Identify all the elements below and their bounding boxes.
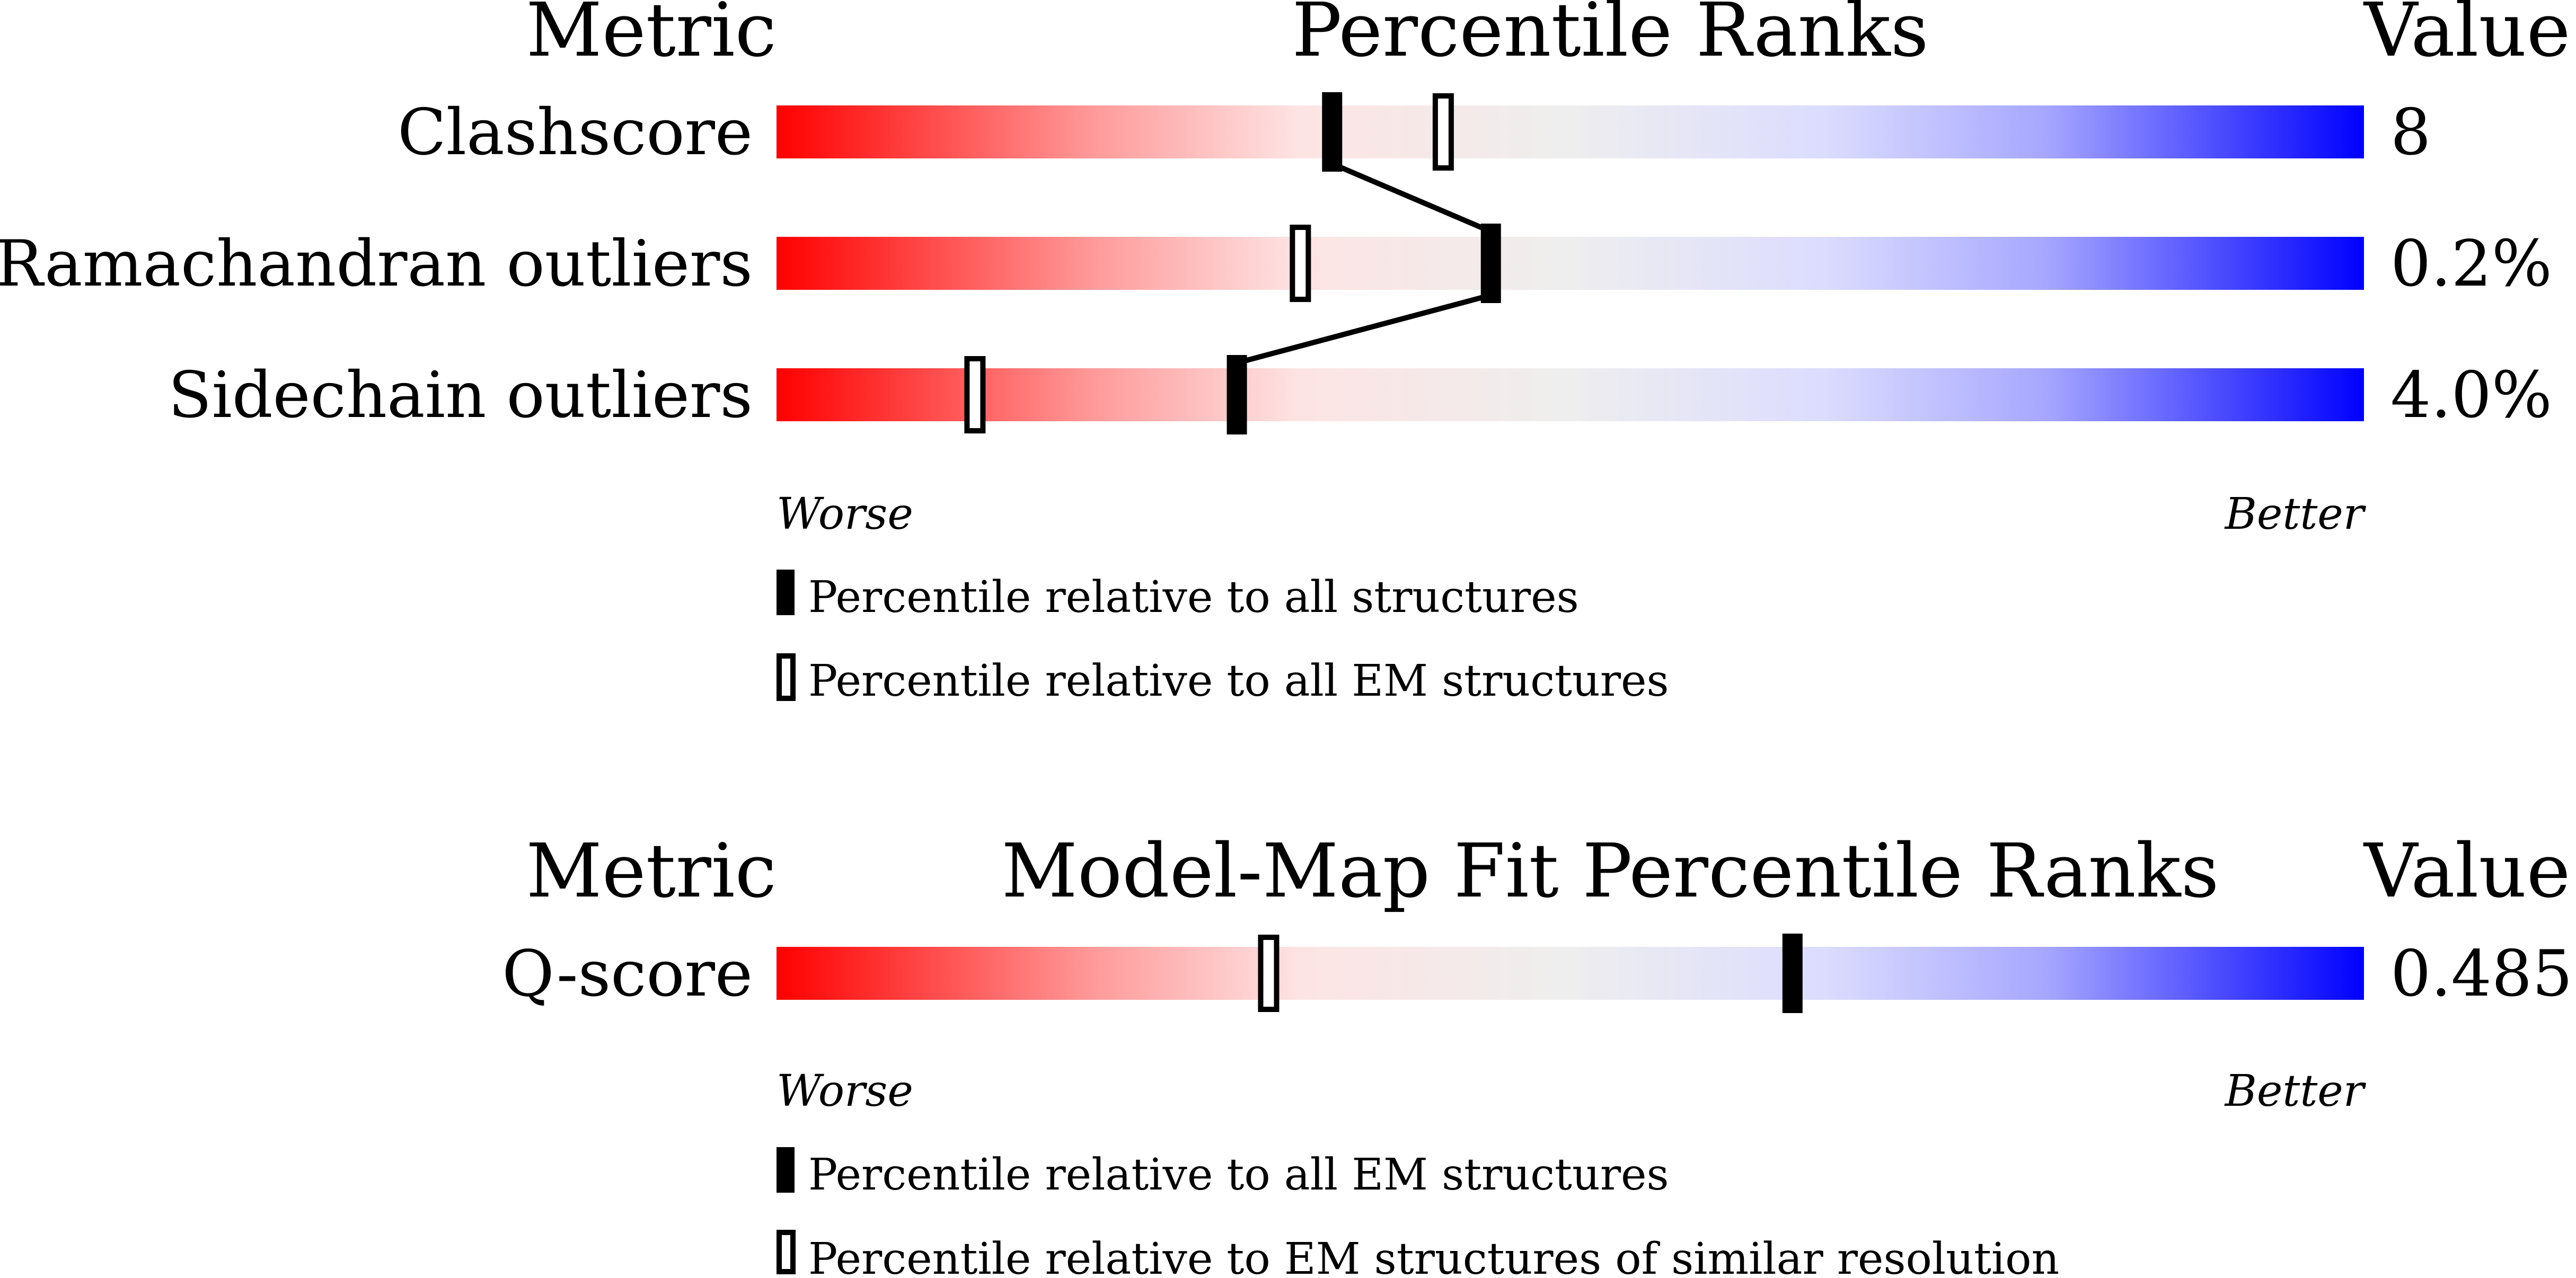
legend-open-marker — [777, 653, 796, 701]
clashscore-label: Clashscore — [398, 96, 753, 170]
ramachandran-outliers-em-marker — [1290, 225, 1311, 302]
ramachandran-outliers-value: 0.2% — [2390, 227, 2552, 301]
legend: Percentile relative to all EM structures… — [777, 1147, 2059, 1278]
value-header: Value — [2363, 0, 2571, 74]
axis-worse-label: Worse — [777, 489, 913, 539]
sidechain-outliers-all-marker — [1227, 355, 1247, 434]
legend-filled-marker — [777, 570, 795, 615]
metric-header: Metric — [526, 828, 777, 915]
fit-panel: Metric Model-Map Fit Percentile Ranks Va… — [502, 828, 2572, 1278]
geometry-panel: Metric Percentile Ranks Value Clashscore… — [0, 0, 2571, 706]
legend: Percentile relative to all structures Pe… — [777, 570, 1669, 706]
axis-better-label: Better — [2224, 1066, 2367, 1116]
q-score-em-marker — [1258, 935, 1280, 1012]
clashscore-percentile-bar — [777, 105, 2364, 158]
ramachandran-outliers-all-marker — [1480, 224, 1501, 303]
q-score-value: 0.485 — [2390, 937, 2573, 1011]
geometry-bars: Clashscore 8 Ramachandran outliers 0.2% Side… — [0, 92, 2552, 434]
legend-filled-marker — [777, 1147, 795, 1193]
axis-worse-label: Worse — [777, 1066, 913, 1116]
clashscore-em-marker — [1432, 93, 1454, 171]
legend-item-all-em-structures: Percentile relative to all EM structures — [808, 656, 1669, 706]
ramachandran-outliers-label: Ramachandran outliers — [0, 227, 753, 301]
value-header: Value — [2363, 828, 2571, 915]
fit-bars: Q-score 0.485 — [502, 934, 2573, 1013]
legend-open-marker — [777, 1230, 796, 1274]
panel-title: Model-Map Fit Percentile Ranks — [1001, 828, 2219, 915]
panel-title: Percentile Ranks — [1292, 0, 1928, 74]
sidechain-outliers-label: Sidechain outliers — [168, 359, 753, 432]
metric-header: Metric — [526, 0, 777, 74]
q-score-percentile-bar — [777, 947, 2364, 1000]
sidechain-outliers-value: 4.0% — [2390, 359, 2552, 432]
ramachandran-outliers-percentile-bar — [777, 237, 2364, 290]
legend-item-all-structures: Percentile relative to all structures — [808, 572, 1579, 623]
legend-item-all-em-structures: Percentile relative to all EM structures — [808, 1150, 1669, 1200]
legend-item-similar-resolution: Percentile relative to EM structures of … — [808, 1234, 2059, 1278]
q-score-all-marker — [1782, 934, 1803, 1013]
clashscore-value: 8 — [2390, 96, 2431, 170]
sidechain-outliers-em-marker — [964, 356, 986, 433]
q-score-label: Q-score — [502, 937, 753, 1011]
sidechain-outliers-percentile-bar — [777, 368, 2364, 421]
axis-better-label: Better — [2224, 489, 2367, 539]
clashscore-all-marker — [1322, 92, 1343, 172]
